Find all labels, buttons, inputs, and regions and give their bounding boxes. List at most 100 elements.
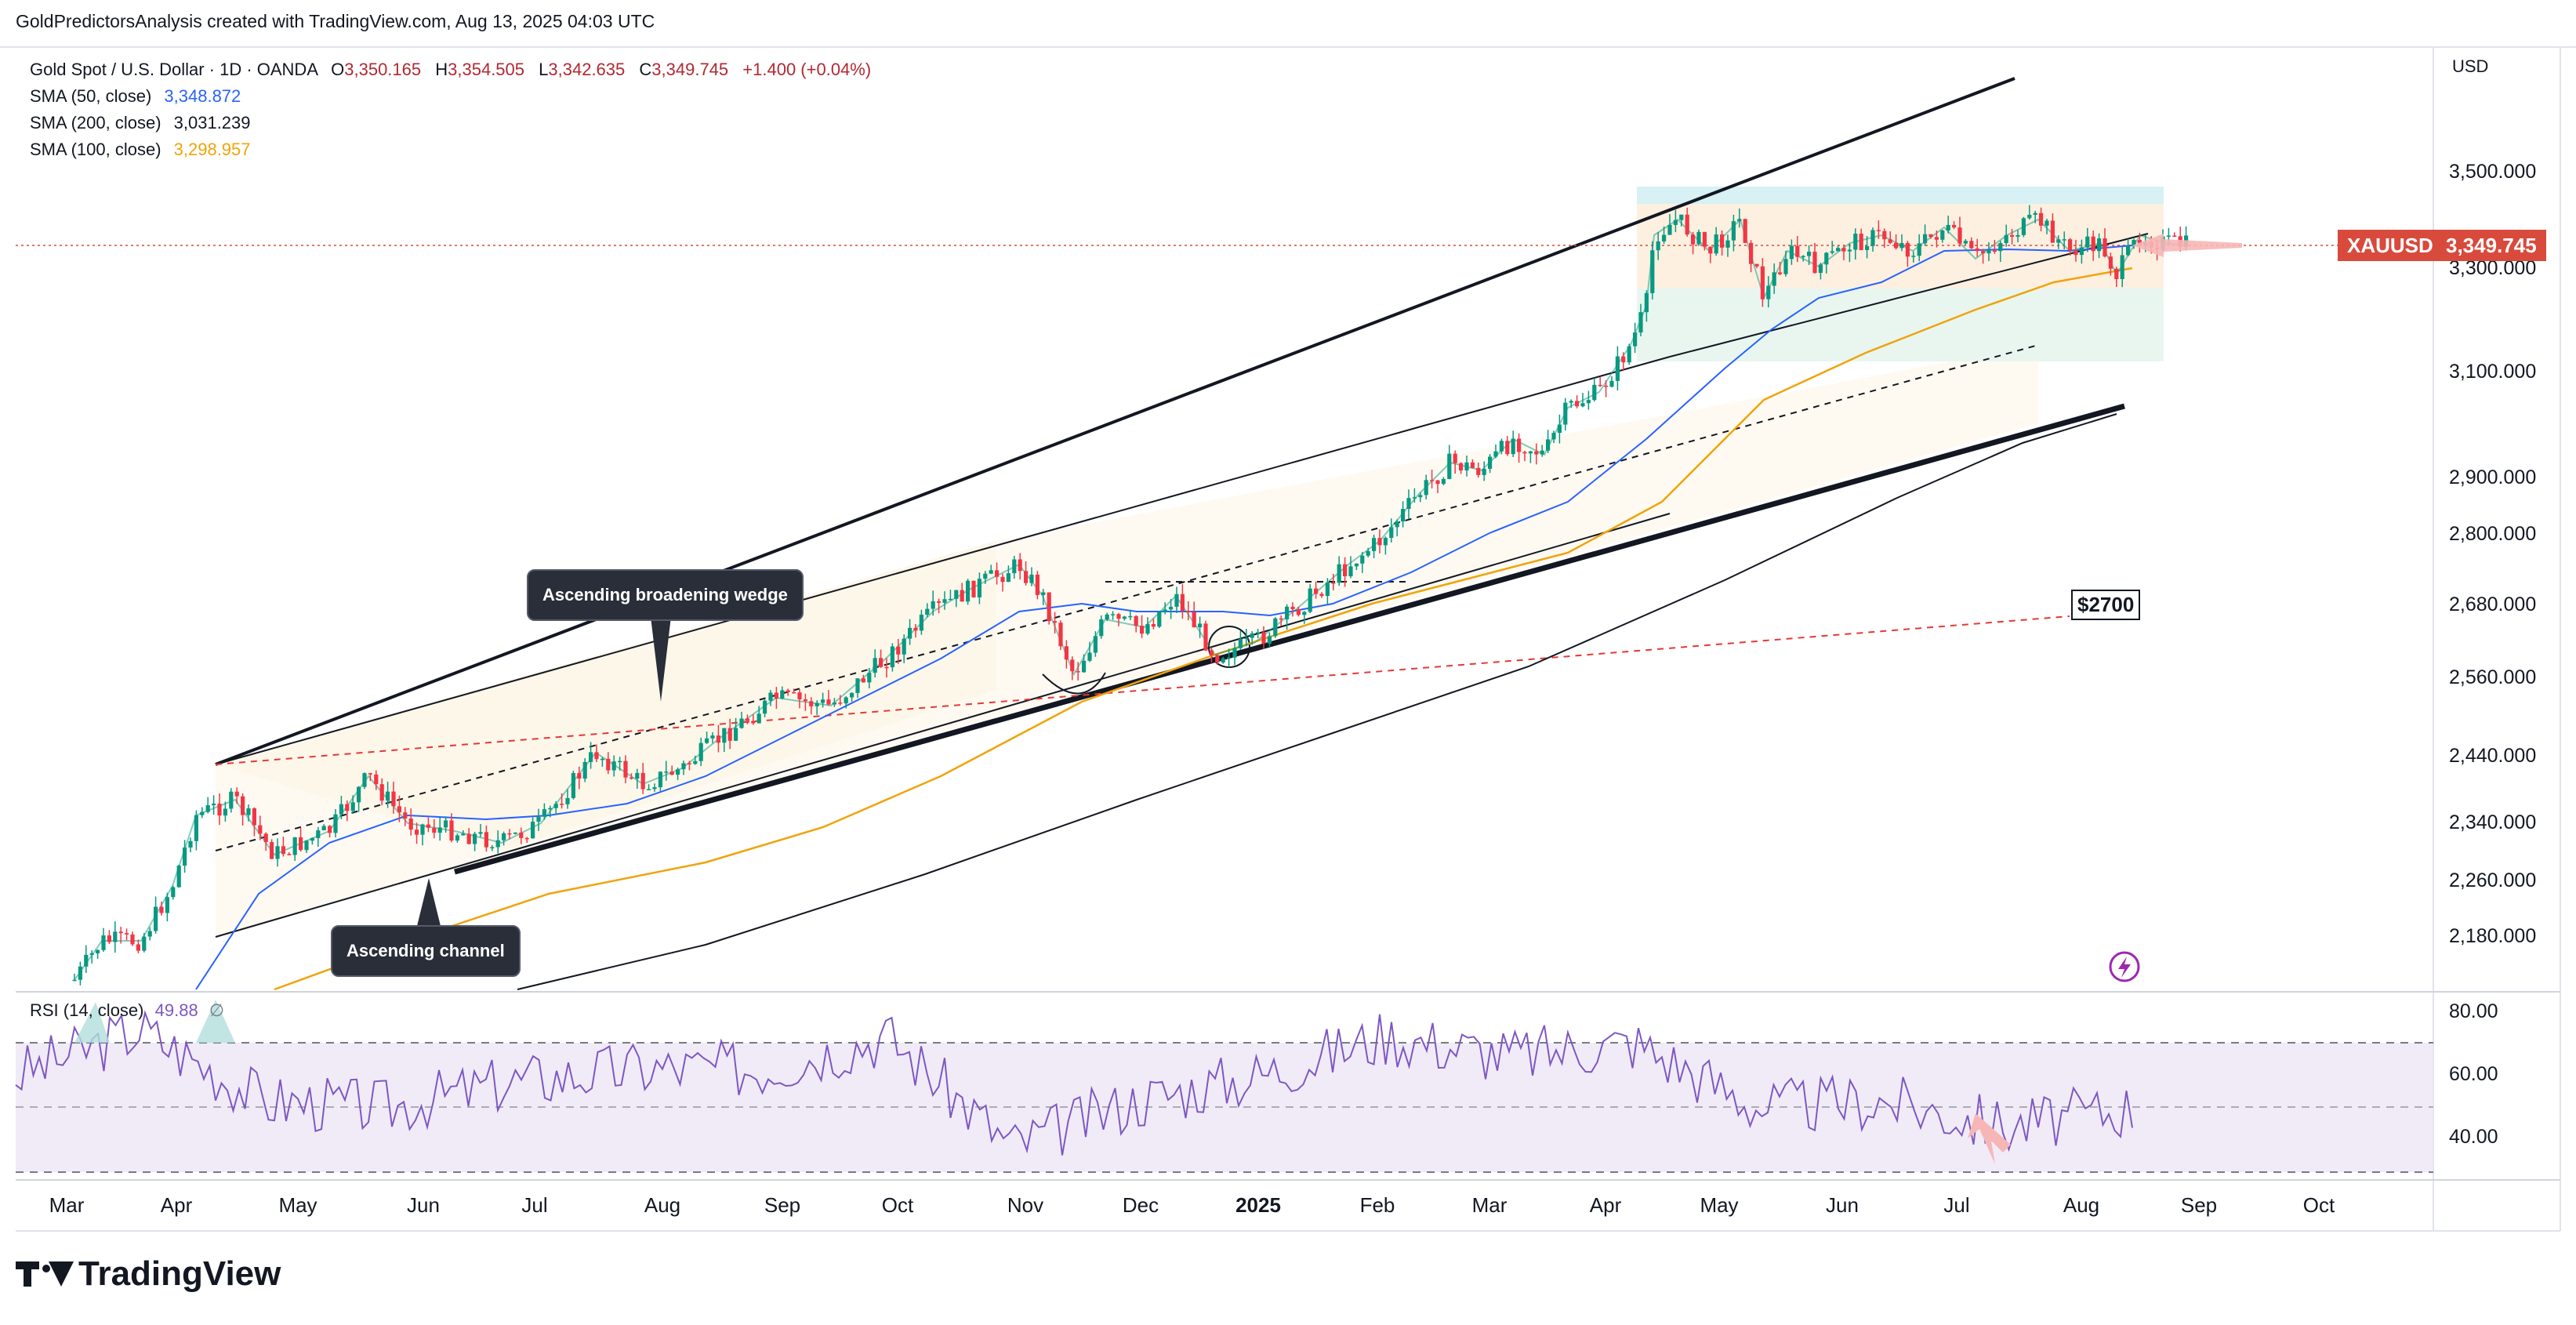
candle-body (333, 814, 338, 833)
candle-body (524, 837, 529, 840)
cup-circle (1208, 626, 1250, 668)
candle-body (1372, 538, 1377, 551)
price-tick: 2,180.000 (2449, 925, 2537, 947)
candle-body (2004, 234, 2008, 244)
candle-body (1308, 588, 1312, 612)
rsi-band (16, 1043, 2433, 1172)
candle-body (1957, 227, 1962, 244)
time-axis-label: Sep (2180, 1193, 2218, 1217)
legend-sma50-row[interactable]: SMA (50, close) 3,348.872 (30, 86, 241, 106)
candle-body (1975, 248, 1979, 252)
candle-body (1435, 480, 1440, 485)
candle-body (194, 815, 198, 841)
rsi-legend[interactable]: RSI (14, close) 49.88 ∅ (30, 1000, 224, 1020)
candle-body (1638, 312, 1643, 333)
candle-body (1116, 614, 1121, 619)
candle-body (594, 752, 599, 760)
tradingview-brand[interactable]: TradingView (16, 1254, 281, 1294)
candle-body (1534, 451, 1539, 455)
symbol-label: Gold Spot / U.S. Dollar · 1D · OANDA (30, 60, 318, 79)
candle-body (1134, 615, 1138, 626)
candle-body (1847, 249, 1852, 252)
candle-body (1169, 606, 1174, 610)
candle-body (1232, 648, 1237, 658)
candle-body (1841, 248, 1846, 252)
candle-body (1366, 550, 1370, 556)
candle-body (1865, 245, 1870, 250)
candle-body (379, 784, 384, 801)
candle-body (1546, 439, 1551, 451)
candle-body (734, 728, 738, 741)
candle-body (1876, 230, 1881, 231)
candle-body (2079, 247, 2084, 256)
candle-body (1459, 463, 1464, 471)
legend-ohlc-row[interactable]: Gold Spot / U.S. Dollar · 1D · OANDA O3,… (30, 60, 872, 79)
candle-body (1279, 618, 1283, 620)
price-tick: 2,900.000 (2449, 466, 2537, 488)
candle-body (768, 692, 773, 701)
level-2700-label[interactable]: $2700 (2071, 590, 2141, 620)
candle-body (1105, 614, 1109, 619)
candle-body (403, 812, 408, 819)
candle-body (1888, 239, 1892, 243)
candle-body (1180, 594, 1185, 612)
candle-body (362, 773, 367, 787)
candle-body (542, 809, 546, 817)
candle-body (1035, 574, 1039, 595)
candle-body (635, 772, 640, 779)
time-axis-label: Jul (521, 1193, 548, 1217)
candle-body (623, 761, 628, 778)
tradingview-wordmark: TradingView (78, 1254, 281, 1293)
candle-body (1192, 612, 1196, 628)
candle-body (78, 966, 82, 980)
legend-sma100-row[interactable]: SMA (100, close) 3,298.957 (30, 140, 251, 159)
candle-body (1766, 285, 1771, 299)
candle-body (1296, 609, 1301, 615)
candle-body (1070, 659, 1075, 672)
candle-body (890, 646, 894, 668)
candle-body (658, 771, 662, 788)
broadening-wedge-callout[interactable]: Ascending broadening wedge (527, 569, 804, 621)
candle-body (1029, 574, 1034, 583)
price-tick: 2,680.000 (2449, 594, 2537, 615)
candle-body (1337, 564, 1341, 583)
ticker-tag[interactable]: XAUUSD (2338, 230, 2443, 261)
rsi-tick: 80.00 (2449, 1000, 2498, 1022)
candle-body (142, 936, 147, 951)
candle-body (2027, 214, 2032, 219)
candle-body (2097, 238, 2102, 252)
broadening-wedge-lower (454, 403, 2125, 875)
candle-body (246, 808, 251, 815)
candle-body (408, 818, 413, 830)
candle-body (2172, 235, 2177, 237)
candle-body (902, 638, 906, 655)
candle-body (281, 846, 285, 855)
candle-body (2044, 220, 2049, 226)
legend-sma200-row[interactable]: SMA (200, close) 3,031.239 (30, 113, 251, 132)
candle-body (780, 690, 785, 699)
time-axis-label: May (1700, 1193, 1739, 1217)
sma-50-line (195, 245, 2133, 990)
candle-body (1667, 224, 1672, 235)
candle-body (1702, 231, 1707, 247)
candle-body (1598, 384, 1602, 387)
candle-body (1151, 624, 1156, 627)
candle-body (1754, 263, 1759, 267)
candle-body (252, 808, 256, 826)
candle-body (1934, 237, 1939, 240)
candle-body (200, 811, 205, 815)
candle-body (1319, 594, 1324, 597)
candle-body (1528, 451, 1533, 454)
candle-body (1418, 495, 1423, 498)
candle-body (710, 735, 715, 739)
ascending-channel-callout[interactable]: Ascending channel (331, 925, 521, 977)
last-price-tag[interactable]: 3,349.745 (2436, 230, 2546, 261)
candle-body (861, 678, 865, 683)
range-box-bottom (1637, 289, 2164, 361)
candle-body (1499, 441, 1504, 452)
time-axis-label: Mar (1471, 1193, 1508, 1217)
candle-body (1992, 250, 1997, 252)
candle-body (548, 808, 553, 810)
candle-body (809, 701, 814, 706)
